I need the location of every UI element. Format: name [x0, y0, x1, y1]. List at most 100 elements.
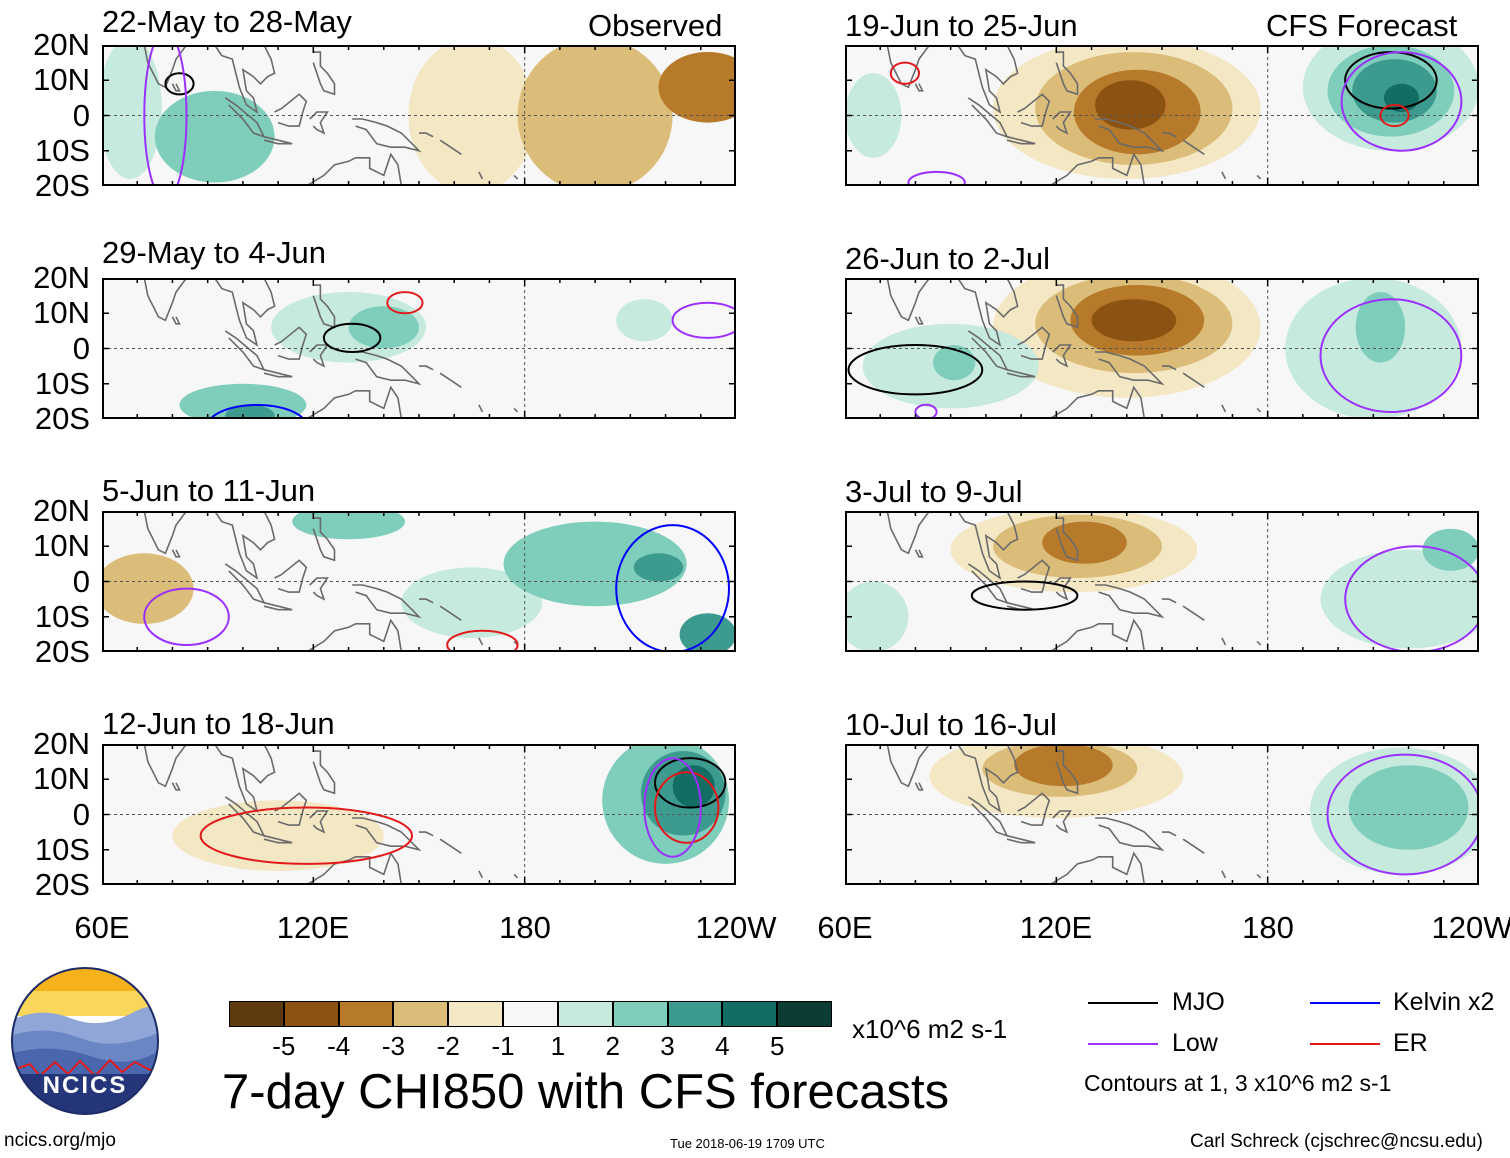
- er-contour: [199, 806, 413, 865]
- coastline: [1095, 817, 1165, 852]
- panel-title-fc3: 3-Jul to 9-Jul: [845, 474, 1023, 509]
- coastline: [1095, 351, 1165, 386]
- map-panel-obs3: [102, 511, 736, 652]
- coastline: [1006, 834, 1036, 844]
- coastline: [1006, 368, 1036, 378]
- coastline: [1052, 111, 1072, 135]
- coastline: [886, 511, 931, 555]
- colorbar-units: x10^6 m2 s-1: [852, 1014, 1008, 1044]
- coastline: [304, 152, 403, 186]
- colorbar-tick-label: 5: [769, 1031, 785, 1061]
- coastline: [513, 873, 519, 879]
- coastline: [439, 838, 462, 854]
- colorbar-tick-label: 3: [660, 1031, 675, 1061]
- mjo-contour: [970, 580, 1079, 611]
- panel-tag-observed: Observed: [588, 8, 723, 43]
- coastline: [171, 782, 181, 791]
- lat-tick-label: 10N: [33, 295, 90, 331]
- map-panel-fc2: [845, 278, 1479, 419]
- map-panel-fc1: [845, 45, 1479, 186]
- colorbar-tick-label: -5: [272, 1031, 296, 1061]
- coastline: [1055, 51, 1079, 96]
- lat-tick-label: 20N: [33, 27, 90, 62]
- low-contour: [1340, 51, 1463, 152]
- coastline: [309, 344, 329, 368]
- colorbar-tick-label: 2: [605, 1031, 620, 1061]
- coastline: [419, 598, 434, 604]
- coastline: [1055, 750, 1079, 795]
- lat-tick-label: 10S: [34, 365, 90, 401]
- coastline: [352, 584, 422, 619]
- coastline: [1221, 171, 1227, 180]
- colorbar-swatch: [557, 1001, 613, 1027]
- panel-tag-cfs-forecast: CFS Forecast: [1266, 8, 1458, 43]
- map-panel-obs2: [102, 278, 736, 419]
- anomaly-region: [225, 404, 275, 419]
- lat-tick-label: 20N: [33, 260, 90, 295]
- lat-tick-label: 0: [72, 796, 90, 832]
- anomaly-region: [408, 45, 536, 186]
- anomaly-region: [845, 73, 902, 158]
- coastline: [214, 278, 276, 347]
- coastline: [1221, 637, 1227, 646]
- coastline: [1017, 326, 1051, 360]
- coastline: [1221, 404, 1227, 413]
- coastline: [1256, 640, 1262, 646]
- coastline: [1182, 372, 1205, 388]
- coastline: [1055, 517, 1079, 562]
- coastline: [309, 111, 329, 135]
- anomaly-region: [503, 521, 687, 607]
- anomaly-region: [1355, 292, 1406, 363]
- coastline: [886, 744, 931, 788]
- coastline: [914, 782, 924, 791]
- footer-url: ncics.org/mjo: [4, 1130, 116, 1151]
- coastline: [309, 577, 329, 601]
- panel-title-obs2: 29-May to 4-Jun: [102, 235, 326, 270]
- map-panel-fc3: [845, 511, 1479, 652]
- legend-er-label: ER: [1393, 1029, 1428, 1057]
- coastline: [1162, 598, 1177, 604]
- coastline: [957, 511, 1019, 580]
- coastline: [957, 278, 1019, 347]
- colorbar-tick-label: -2: [436, 1031, 460, 1061]
- coastline: [143, 511, 188, 555]
- coastline: [1052, 344, 1072, 368]
- coastline: [478, 404, 484, 413]
- coastline: [263, 834, 293, 844]
- coastline: [143, 744, 188, 788]
- colorbar-swatch: [448, 1001, 504, 1027]
- mjo-contour: [322, 322, 382, 354]
- coastline: [419, 365, 434, 371]
- er-contour: [1379, 103, 1410, 128]
- coastline: [263, 135, 293, 145]
- lon-tick-120w-left: 120W: [695, 910, 777, 945]
- map-panel-fc4: [845, 744, 1479, 885]
- lat-tick-label: 10S: [34, 831, 90, 867]
- lat-tick-label: 20N: [33, 493, 90, 528]
- coastline: [1162, 831, 1177, 837]
- coastline: [263, 601, 293, 611]
- lat-tick-label: 10S: [34, 132, 90, 168]
- legend-low-line: [1088, 1043, 1158, 1045]
- colorbar-swatch: [777, 1001, 832, 1027]
- logo-text: NCICS: [43, 1072, 128, 1099]
- low-contour: [1344, 545, 1479, 652]
- er-contour: [654, 771, 720, 844]
- coastline: [439, 139, 462, 155]
- coastline: [263, 368, 293, 378]
- legend-mjo-label: MJO: [1172, 988, 1225, 1016]
- legend-kelvin-line: [1310, 1002, 1380, 1004]
- anomaly-region: [154, 90, 275, 183]
- panel-title-fc4: 10-Jul to 16-Jul: [845, 707, 1057, 742]
- footer-credit: Carl Schreck (cjschrec@ncsu.edu): [1190, 1131, 1483, 1152]
- coastline: [171, 316, 181, 325]
- kelvin-contour: [615, 524, 730, 652]
- low-contour: [643, 757, 702, 858]
- anomaly-region: [658, 52, 736, 123]
- lat-tick-label: 0: [72, 330, 90, 366]
- coastline: [478, 870, 484, 879]
- lon-tick-60e-right: 60E: [817, 910, 873, 945]
- low-contour: [1319, 298, 1463, 413]
- anomaly-region: [1095, 80, 1166, 130]
- coastline: [1052, 810, 1072, 834]
